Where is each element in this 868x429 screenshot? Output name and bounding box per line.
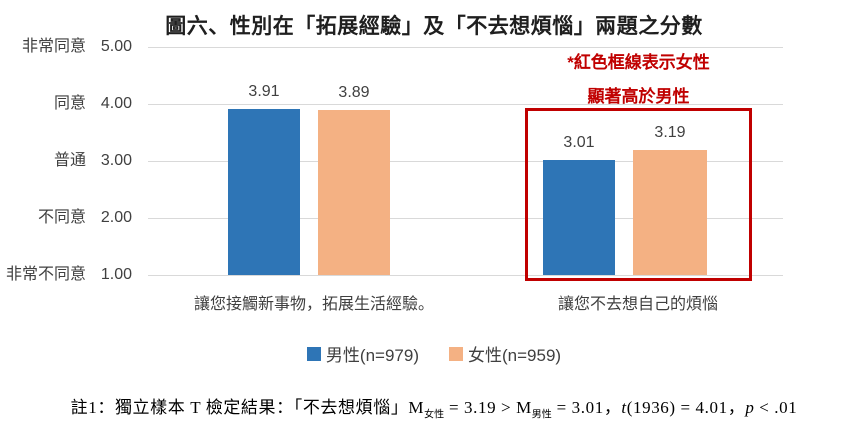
- footnote-subscript-female: 女性: [424, 409, 445, 421]
- footnote: 註1：獨立樣本 T 檢定結果：「不去想煩惱」M女性 = 3.19 > M男性 =…: [0, 393, 868, 420]
- y-tick-anchor-label: 同意: [53, 95, 86, 112]
- footnote-t-statistic: t: [621, 398, 627, 417]
- y-tick-value: 1.00: [100, 266, 132, 283]
- y-tick-anchor-label: 非常同意: [21, 38, 86, 55]
- bar-female-forget-worries: 3.19: [633, 124, 707, 275]
- legend-label-male: 男性(n=979): [325, 346, 419, 365]
- footnote-text: (1936) = 4.01，: [626, 398, 746, 417]
- chart-title: 圖六、性別在「拓展經驗」及「不去想煩惱」兩題之分數: [165, 15, 703, 38]
- bar-female-expand-experience: 3.89: [318, 84, 390, 275]
- bar-value-label: 3.91: [248, 83, 280, 100]
- footnote-text: = 3.19 > M: [444, 398, 532, 417]
- bar-value-label: 3.01: [563, 134, 595, 151]
- y-axis-tick: 非常不同意 1.00: [0, 264, 132, 286]
- gridline-1: [148, 275, 783, 276]
- legend-item-male: 男性(n=979): [306, 341, 419, 366]
- footnote-p-value: p: [745, 398, 755, 417]
- category-label-forget-worries: 讓您不去想自己的煩惱: [557, 296, 718, 313]
- legend-swatch-male: [306, 346, 321, 361]
- bar-value-label: 3.19: [654, 124, 686, 141]
- bar-male-forget-worries: 3.01: [543, 134, 615, 275]
- y-axis-tick: 同意 4.00: [0, 93, 132, 115]
- footnote-subscript-male: 男性: [531, 409, 552, 421]
- y-tick-value: 3.00: [100, 152, 132, 169]
- legend-label-female: 女性(n=959): [468, 346, 562, 365]
- gridline-4: [148, 104, 783, 105]
- category-label-expand-experience: 讓您接觸新事物，拓展生活經驗。: [193, 296, 434, 313]
- annotation-line2: 顯著高於男性: [587, 87, 690, 106]
- y-axis-tick: 非常同意 5.00: [0, 36, 132, 58]
- y-tick-value: 2.00: [100, 209, 132, 226]
- gridline-2: [148, 218, 783, 219]
- footnote-text: 註1：獨立樣本 T 檢定結果：「不去想煩惱」M: [70, 398, 425, 417]
- y-tick-anchor-label: 不同意: [37, 209, 86, 226]
- gridline-5: [148, 47, 783, 48]
- highlight-box: [525, 108, 752, 281]
- gridline-3: [148, 161, 783, 162]
- bar-male-expand-experience: 3.91: [228, 83, 300, 275]
- y-axis-tick: 普通 3.00: [0, 150, 132, 172]
- footnote-text: = 3.01，: [551, 398, 622, 417]
- y-tick-value: 4.00: [100, 95, 132, 112]
- legend-swatch-female: [449, 346, 463, 361]
- y-tick-anchor-label: 普通: [53, 152, 86, 169]
- y-axis-tick: 不同意 2.00: [0, 207, 132, 229]
- footnote-text: < .01: [754, 398, 798, 417]
- legend-item-female: 女性(n=959): [449, 341, 561, 366]
- bar-value-label: 3.89: [338, 84, 370, 101]
- legend: 男性(n=979) 女性(n=959): [0, 341, 868, 366]
- y-tick-anchor-label: 非常不同意: [5, 266, 86, 283]
- y-tick-value: 5.00: [100, 38, 132, 55]
- annotation-line1: *紅色框線表示女性: [567, 53, 710, 72]
